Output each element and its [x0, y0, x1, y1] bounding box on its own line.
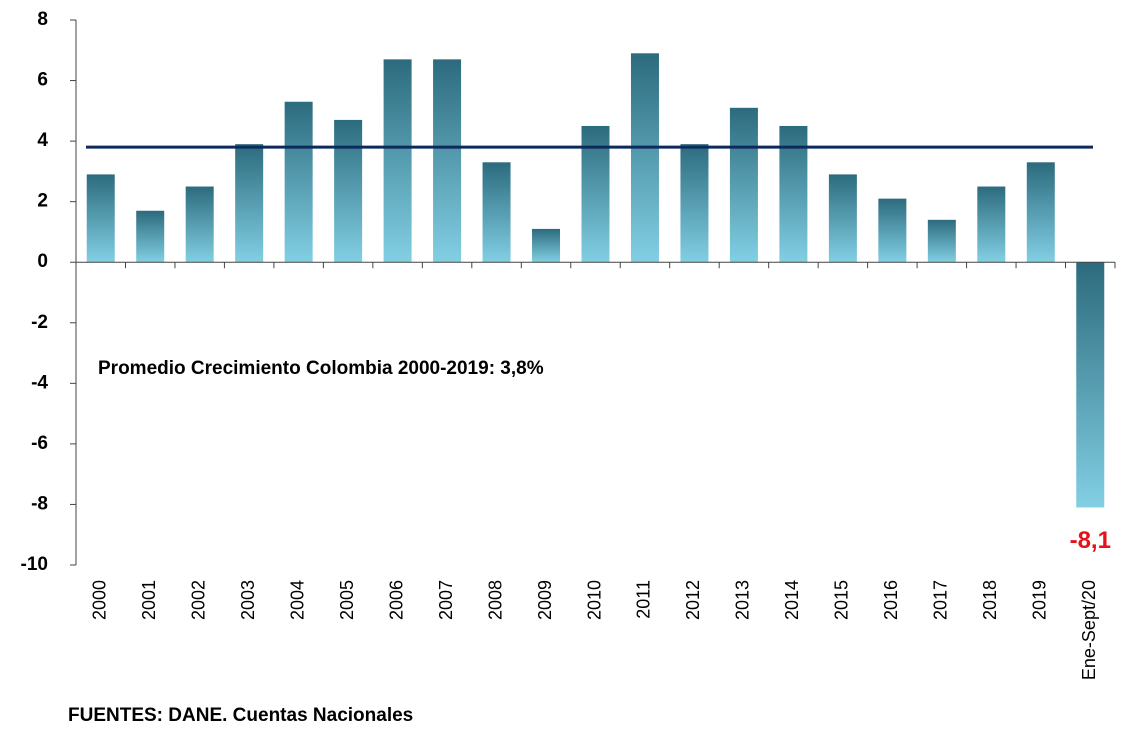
x-tick-label: 2002 — [188, 580, 208, 620]
x-tick-label: 2008 — [485, 580, 505, 620]
x-tick-label: 2019 — [1030, 580, 1050, 620]
bar — [729, 107, 758, 263]
x-tick-label: 2007 — [436, 580, 456, 620]
bar — [1076, 262, 1105, 508]
x-tick-label: 2001 — [139, 580, 159, 620]
bar — [383, 59, 412, 263]
y-tick-label: -2 — [31, 312, 48, 333]
bar — [977, 186, 1006, 263]
y-tick-label: 2 — [37, 191, 48, 212]
bar — [136, 210, 165, 263]
x-tick-label: 2012 — [683, 580, 703, 620]
bar — [630, 53, 659, 263]
x-tick-label: 2016 — [881, 580, 901, 620]
bar — [779, 125, 808, 263]
bar — [680, 144, 709, 263]
y-tick-label: -8 — [31, 493, 48, 514]
bar — [878, 198, 907, 263]
x-tick-label: Ene-Sept/20 — [1079, 580, 1099, 680]
bar — [433, 59, 462, 263]
x-tick-label: 2000 — [89, 580, 109, 620]
y-tick-label: -6 — [31, 433, 48, 454]
bar — [532, 228, 561, 263]
y-tick-label: 6 — [37, 70, 48, 91]
y-tick-label: 4 — [37, 130, 48, 151]
x-tick-label: 2006 — [386, 580, 406, 620]
bar — [927, 219, 956, 263]
annotation: Promedio Crecimiento Colombia 2000-2019:… — [98, 358, 544, 379]
x-tick-label: 2015 — [832, 580, 852, 620]
bar — [482, 162, 511, 263]
x-tick-label: 2009 — [535, 580, 555, 620]
bar — [334, 119, 363, 263]
y-tick-label: -10 — [21, 554, 48, 575]
x-tick-label: 2018 — [980, 580, 1000, 620]
x-tick-label: 2014 — [782, 580, 802, 620]
x-tick-label: 2010 — [584, 580, 604, 620]
value-label: -8,1 — [1070, 527, 1111, 554]
bar — [86, 174, 115, 263]
bar — [1026, 162, 1055, 263]
x-tick-label: 2005 — [337, 580, 357, 620]
x-tick-label: 2013 — [733, 580, 753, 620]
y-tick-label: 8 — [37, 9, 48, 30]
x-tick-label: 2004 — [287, 580, 307, 620]
bar — [235, 144, 264, 263]
x-tick-label: 2003 — [238, 580, 258, 620]
x-tick-label: 2011 — [634, 580, 654, 619]
x-tick-label: 2017 — [931, 580, 951, 620]
bar — [185, 186, 214, 263]
bar — [581, 125, 610, 263]
source: FUENTES: DANE. Cuentas Nacionales — [68, 705, 413, 726]
bar — [284, 101, 313, 263]
y-tick-label: -4 — [31, 372, 48, 393]
y-tick-label: 0 — [37, 251, 48, 272]
bar — [828, 174, 857, 263]
